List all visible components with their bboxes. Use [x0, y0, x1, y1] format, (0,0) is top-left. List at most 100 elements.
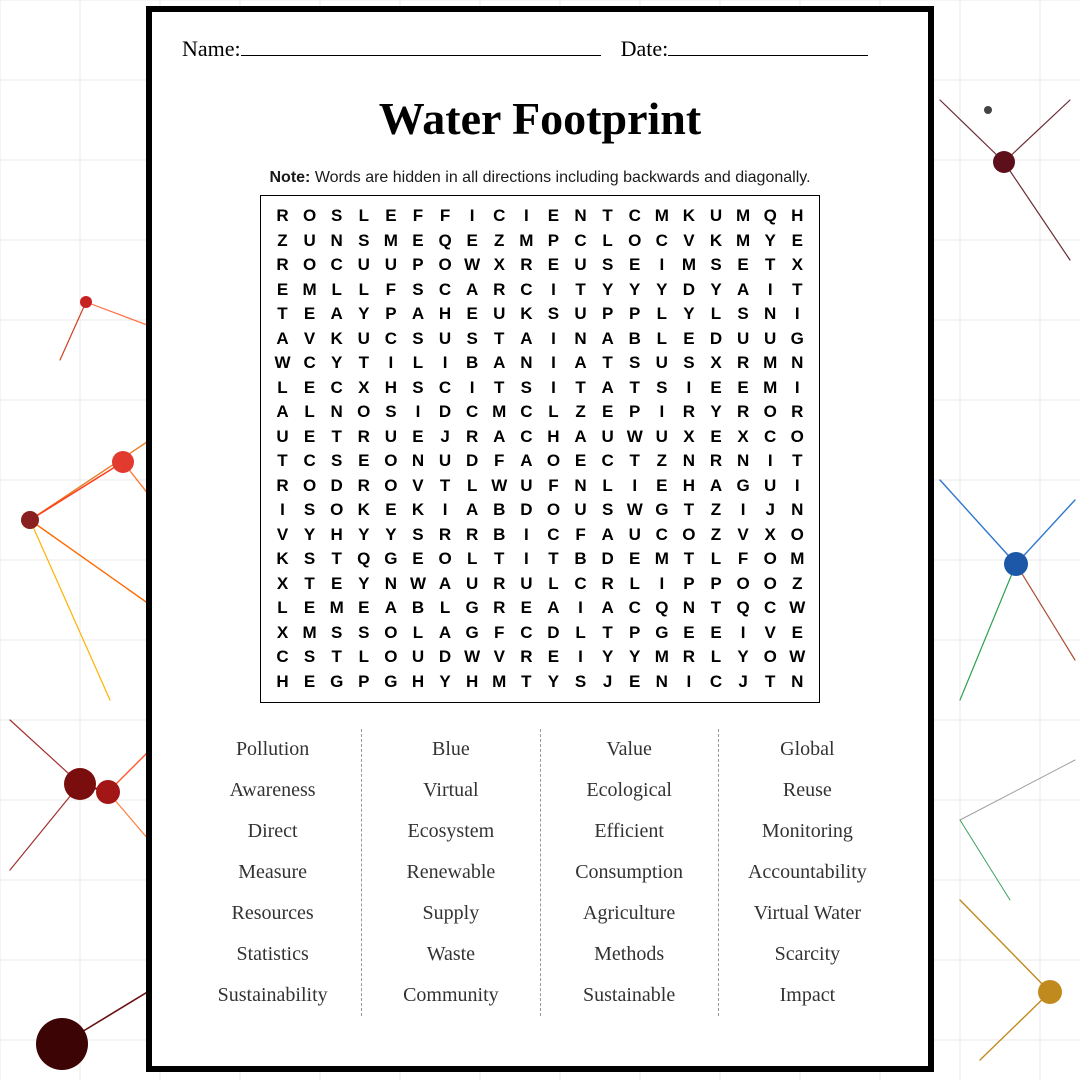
grid-cell: E — [784, 229, 811, 254]
grid-cell: L — [594, 229, 621, 254]
word-list: PollutionAwarenessDirectMeasureResources… — [182, 729, 898, 1016]
grid-cell: A — [594, 376, 621, 401]
grid-cell: U — [730, 327, 757, 352]
grid-row: UETRUEJRACHAUWUXEXCO — [269, 425, 811, 450]
grid-cell: F — [540, 474, 567, 499]
grid-cell: C — [567, 572, 594, 597]
grid-cell: T — [594, 621, 621, 646]
name-field: Name: — [182, 36, 601, 62]
word-column: PollutionAwarenessDirectMeasureResources… — [184, 729, 362, 1016]
grid-cell: S — [675, 351, 702, 376]
grid-cell: E — [296, 376, 323, 401]
grid-cell: P — [621, 621, 648, 646]
grid-cell: I — [784, 302, 811, 327]
grid-cell: K — [675, 204, 702, 229]
grid-cell: E — [296, 425, 323, 450]
grid-cell: C — [594, 449, 621, 474]
grid-cell: E — [648, 474, 675, 499]
word-item: Value — [545, 729, 714, 770]
grid-cell: A — [513, 327, 540, 352]
grid-cell: E — [404, 425, 431, 450]
grid-cell: S — [296, 645, 323, 670]
grid-cell: Y — [703, 278, 730, 303]
grid-cell: K — [703, 229, 730, 254]
grid-cell: R — [350, 474, 377, 499]
grid-cell: X — [269, 572, 296, 597]
grid-cell: L — [703, 302, 730, 327]
grid-cell: I — [459, 204, 486, 229]
word-item: Waste — [366, 934, 535, 975]
grid-cell: S — [594, 253, 621, 278]
grid-cell: X — [757, 523, 784, 548]
grid-cell: A — [567, 425, 594, 450]
grid-cell: R — [675, 400, 702, 425]
grid-cell: E — [459, 302, 486, 327]
grid-cell: M — [513, 229, 540, 254]
grid-cell: W — [459, 645, 486, 670]
grid-row: WCYTILIBANIATSUSXRMN — [269, 351, 811, 376]
word-item: Blue — [366, 729, 535, 770]
grid-cell: Y — [621, 278, 648, 303]
grid-cell: T — [486, 327, 513, 352]
date-blank-line[interactable] — [668, 37, 868, 56]
grid-cell: U — [404, 645, 431, 670]
word-item: Sustainability — [188, 975, 357, 1016]
grid-cell: N — [404, 449, 431, 474]
word-item: Awareness — [188, 770, 357, 811]
grid-row: ZUNSMEQEZMPCLOCVKMYE — [269, 229, 811, 254]
grid-cell: L — [296, 400, 323, 425]
grid-cell: V — [404, 474, 431, 499]
grid-cell: C — [540, 523, 567, 548]
word-item: Pollution — [188, 729, 357, 770]
grid-cell: S — [594, 498, 621, 523]
grid-cell: S — [567, 670, 594, 695]
grid-cell: U — [459, 572, 486, 597]
grid-cell: C — [757, 425, 784, 450]
grid-cell: R — [513, 645, 540, 670]
word-item: Statistics — [188, 934, 357, 975]
grid-cell: C — [459, 400, 486, 425]
grid-cell: H — [323, 523, 350, 548]
grid-cell: R — [486, 572, 513, 597]
grid-cell: I — [377, 351, 404, 376]
grid-cell: F — [486, 449, 513, 474]
grid-cell: K — [404, 498, 431, 523]
grid-cell: L — [269, 376, 296, 401]
grid-cell: T — [540, 547, 567, 572]
grid-cell: T — [350, 351, 377, 376]
grid-cell: R — [459, 523, 486, 548]
grid-cell: I — [730, 621, 757, 646]
grid-cell: U — [703, 204, 730, 229]
grid-cell: O — [730, 572, 757, 597]
grid-cell: S — [404, 327, 431, 352]
word-item: Virtual Water — [723, 893, 892, 934]
grid-cell: E — [350, 449, 377, 474]
grid-cell: E — [703, 621, 730, 646]
name-blank-line[interactable] — [241, 37, 601, 56]
grid-cell: C — [621, 204, 648, 229]
grid-cell: E — [459, 229, 486, 254]
grid-row: CSTLOUDWVREIYYMRLYOW — [269, 645, 811, 670]
grid-cell: T — [675, 547, 702, 572]
grid-cell: U — [432, 449, 459, 474]
grid-cell: C — [323, 253, 350, 278]
grid-cell: W — [486, 474, 513, 499]
grid-cell: B — [486, 498, 513, 523]
grid-cell: Y — [648, 278, 675, 303]
grid-cell: V — [675, 229, 702, 254]
word-item: Virtual — [366, 770, 535, 811]
grid-cell: Q — [648, 596, 675, 621]
grid-row: LEMEABLGREAIACQNTQCW — [269, 596, 811, 621]
grid-cell: F — [432, 204, 459, 229]
grid-cell: Y — [377, 523, 404, 548]
grid-cell: I — [513, 523, 540, 548]
grid-cell: Y — [594, 645, 621, 670]
grid-cell: L — [648, 327, 675, 352]
grid-cell: V — [730, 523, 757, 548]
grid-cell: O — [540, 449, 567, 474]
grid-cell: I — [757, 278, 784, 303]
grid-cell: E — [513, 596, 540, 621]
grid-row: TEAYPAHEUKSUPPLYLSNI — [269, 302, 811, 327]
grid-cell: T — [323, 425, 350, 450]
grid-cell: U — [648, 425, 675, 450]
